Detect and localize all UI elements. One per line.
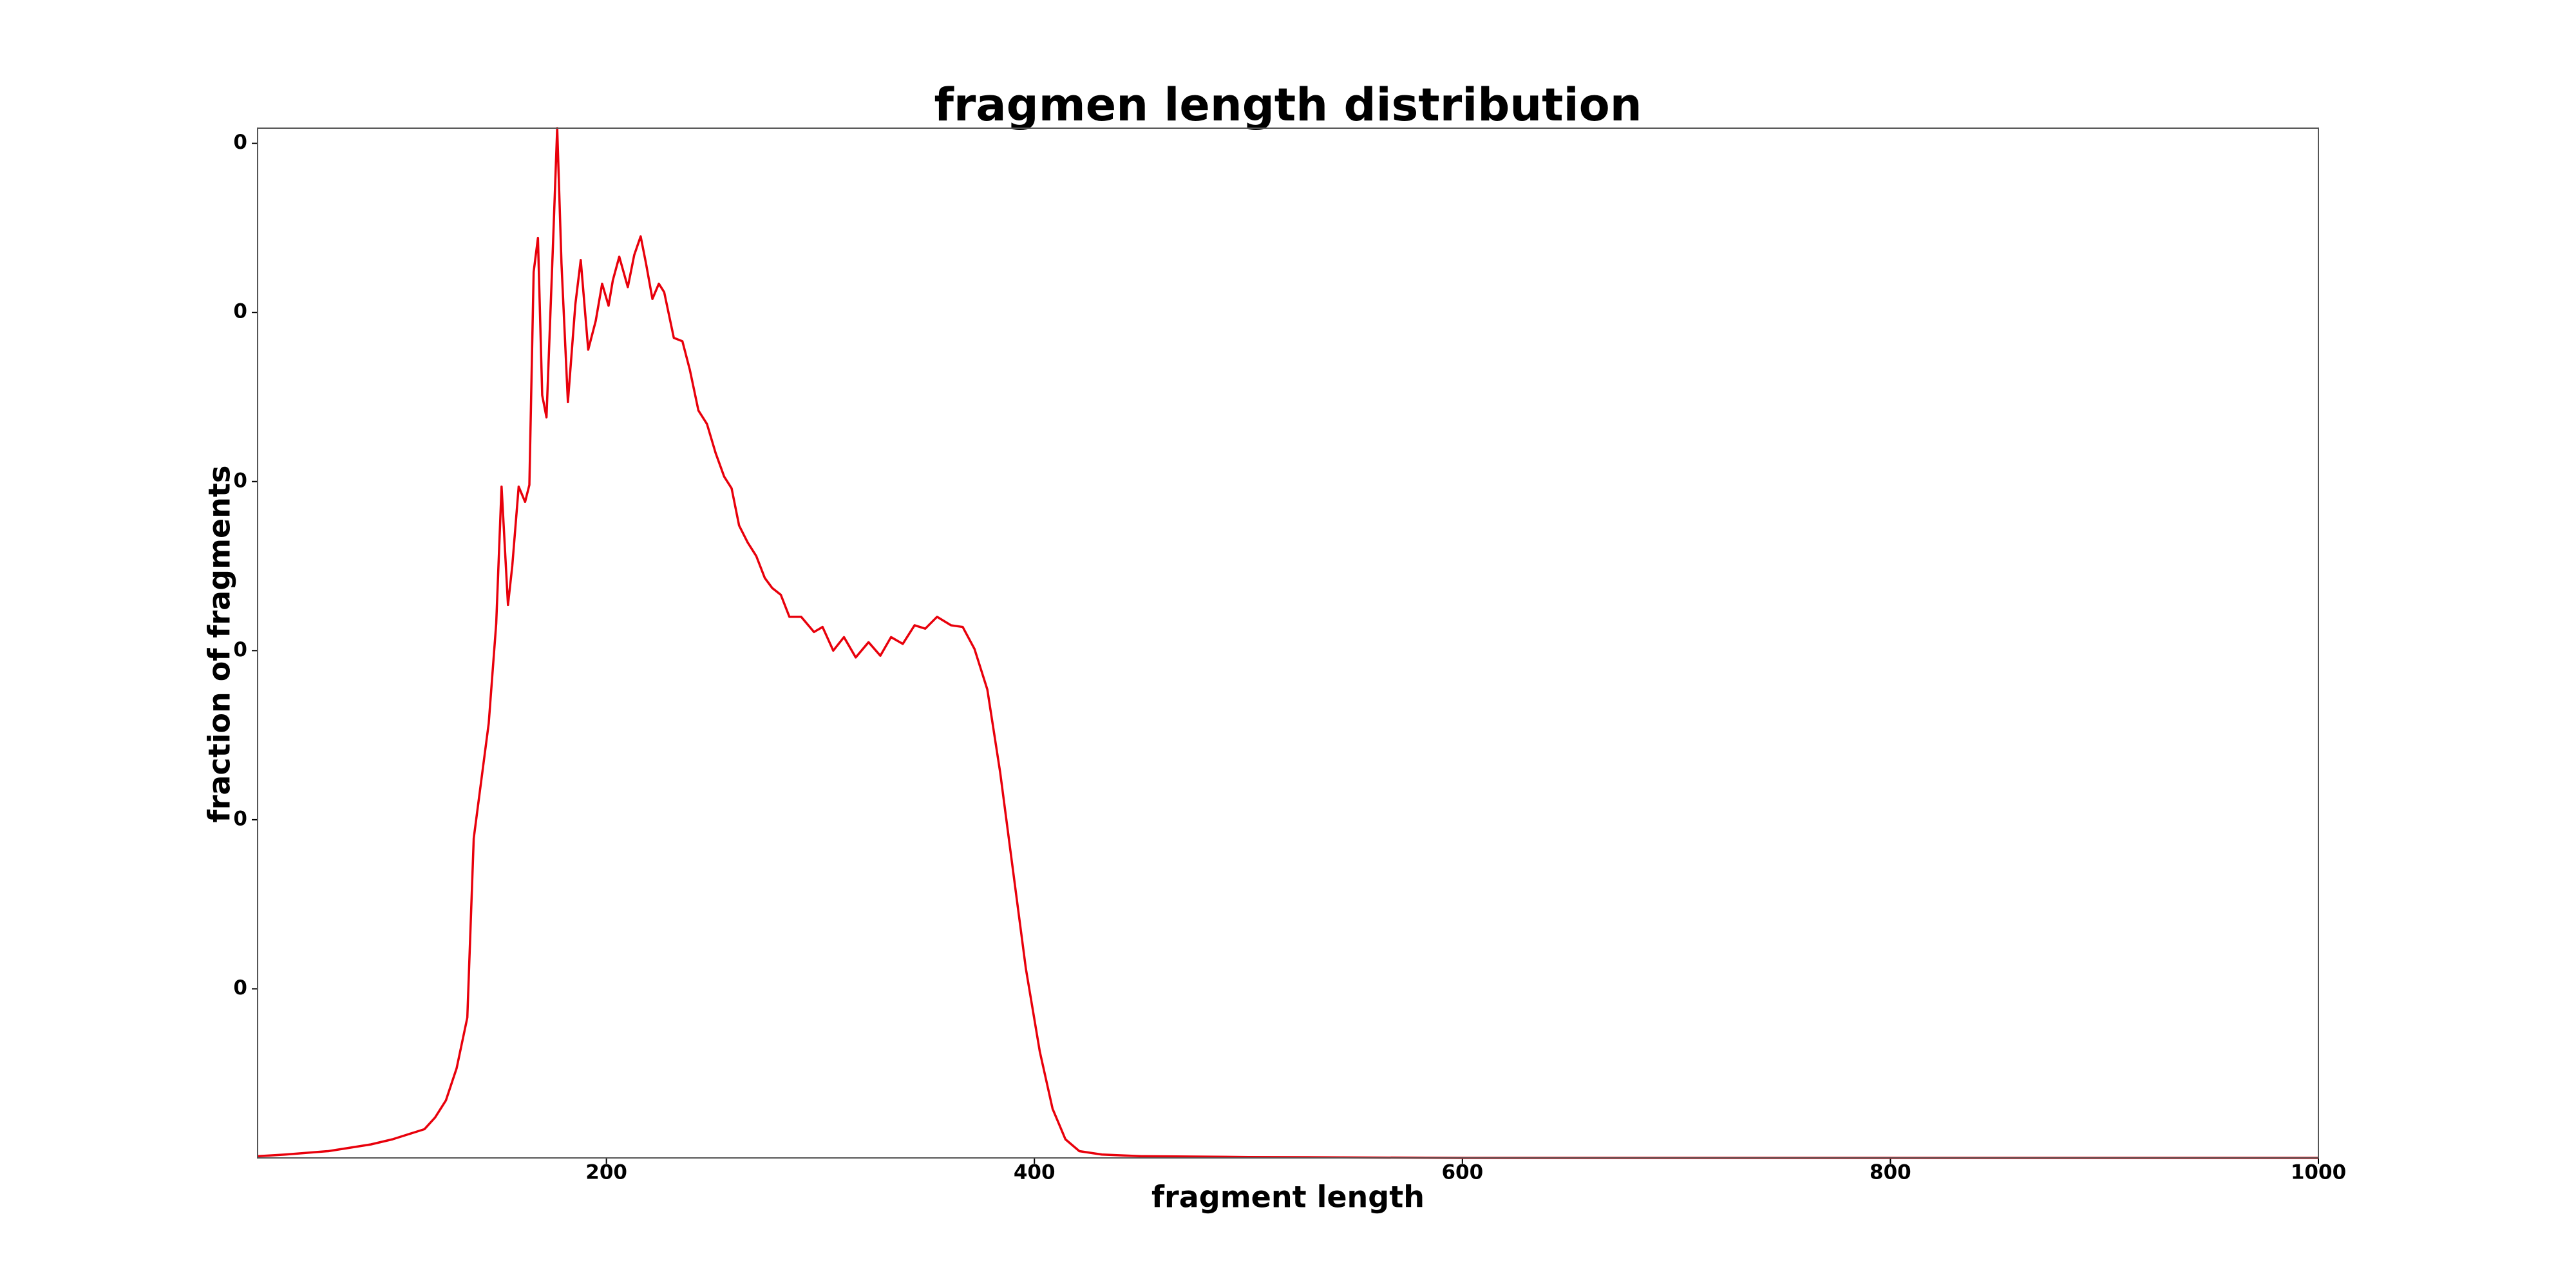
y-tick-label: 0 xyxy=(233,976,247,999)
y-tick-label: 0 xyxy=(233,300,247,323)
plot-frame xyxy=(257,128,2319,1159)
chart-title: fragmen length distribution xyxy=(934,79,1642,131)
x-tick-label: 200 xyxy=(585,1161,627,1184)
x-tick-label: 1000 xyxy=(2291,1161,2346,1184)
y-tick-label: 0 xyxy=(233,638,247,661)
data-line xyxy=(257,127,2318,1159)
y-axis-label: fraction of fragments xyxy=(202,466,237,823)
x-tick-label: 600 xyxy=(1441,1161,1483,1184)
x-axis-label: fragment length xyxy=(1151,1180,1425,1215)
x-tick-label: 800 xyxy=(1870,1161,1911,1184)
y-tick-label: 0 xyxy=(233,469,247,492)
y-tick-label: 0 xyxy=(233,807,247,830)
x-tick-label: 400 xyxy=(1014,1161,1056,1184)
y-tick-label: 0 xyxy=(233,131,247,154)
